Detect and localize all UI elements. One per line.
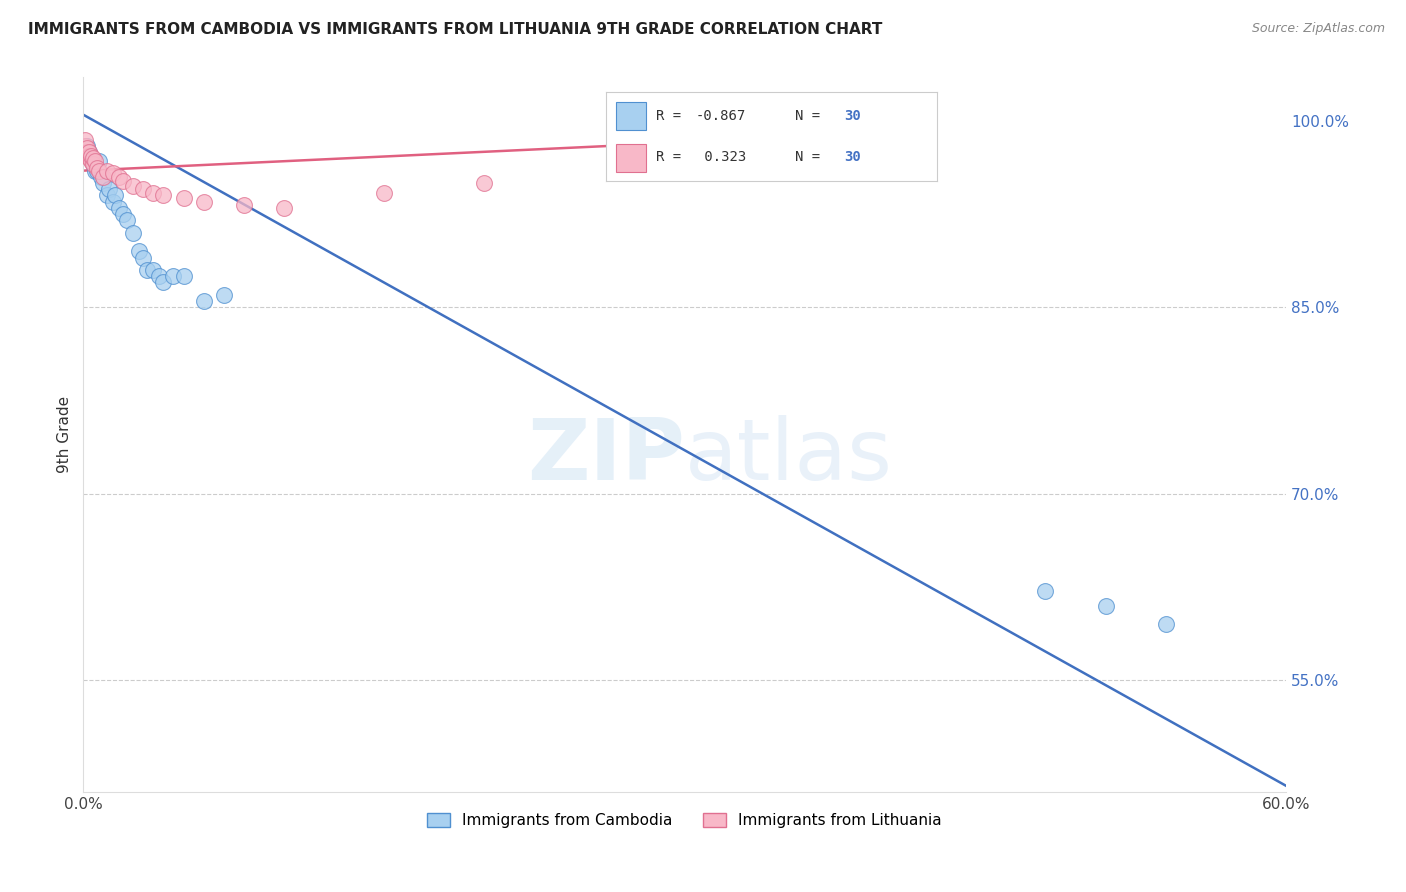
Point [232, 198, 254, 212]
Text: IMMIGRANTS FROM CAMBODIA VS IMMIGRANTS FROM LITHUANIA 9TH GRADE CORRELATION CHAR: IMMIGRANTS FROM CAMBODIA VS IMMIGRANTS F… [28, 22, 883, 37]
Point [91, 169, 114, 184]
Point [96, 163, 118, 178]
Point [108, 201, 131, 215]
Point [96, 188, 118, 202]
Point [1035, 583, 1057, 598]
Point [103, 166, 125, 180]
Point [373, 186, 395, 200]
Point [152, 276, 174, 290]
Point [193, 194, 215, 209]
Point [1094, 599, 1116, 613]
Point [122, 226, 145, 240]
Point [90, 169, 112, 184]
Point [142, 263, 165, 277]
Point [84, 163, 107, 178]
Point [162, 269, 184, 284]
Point [82, 157, 104, 171]
Point [79, 145, 101, 159]
Point [273, 201, 295, 215]
Point [82, 157, 104, 171]
Point [152, 188, 174, 202]
Point [103, 194, 125, 209]
Text: Source: ZipAtlas.com: Source: ZipAtlas.com [1251, 22, 1385, 36]
Point [80, 151, 103, 165]
Point [76, 138, 98, 153]
Point [86, 161, 108, 176]
Point [1154, 617, 1177, 632]
Point [86, 163, 108, 178]
Point [212, 288, 235, 302]
Point [82, 151, 104, 165]
Point [148, 269, 170, 284]
Point [98, 182, 121, 196]
Point [136, 263, 159, 277]
Point [132, 182, 155, 196]
Point [193, 294, 215, 309]
Point [104, 188, 127, 202]
Point [89, 153, 111, 168]
Point [91, 176, 114, 190]
Point [84, 153, 107, 168]
Point [673, 151, 696, 165]
Text: atlas: atlas [685, 415, 893, 498]
Legend: Immigrants from Cambodia, Immigrants from Lithuania: Immigrants from Cambodia, Immigrants fro… [422, 807, 948, 834]
Point [173, 191, 195, 205]
Y-axis label: 9th Grade: 9th Grade [58, 396, 72, 474]
Point [79, 149, 101, 163]
Point [128, 244, 150, 259]
Point [132, 251, 155, 265]
Point [89, 163, 111, 178]
Point [112, 207, 135, 221]
Point [79, 151, 101, 165]
Text: ZIP: ZIP [527, 415, 685, 498]
Point [76, 145, 98, 159]
Point [108, 169, 131, 184]
Point [76, 141, 98, 155]
Point [472, 176, 495, 190]
Point [79, 145, 101, 159]
Point [117, 213, 139, 227]
Point [112, 173, 135, 187]
Point [122, 178, 145, 193]
Point [173, 269, 195, 284]
Point [75, 138, 97, 153]
Point [75, 132, 97, 146]
Point [80, 149, 103, 163]
Point [80, 153, 103, 168]
Point [142, 186, 165, 200]
